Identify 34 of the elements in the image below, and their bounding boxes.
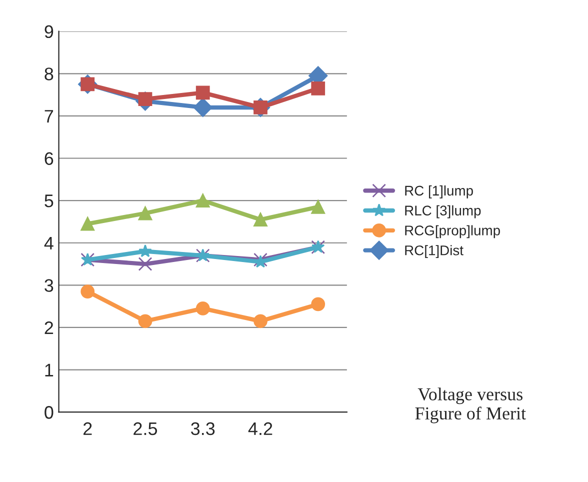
point [138,257,152,271]
point [196,302,210,316]
y-tick-label: 7 [44,110,54,122]
y-tick-label: 6 [44,152,54,165]
y-tick-label: 4 [44,236,54,250]
point [138,244,152,258]
x-tick-label: 2 [84,422,92,435]
point [193,98,212,118]
x-tick-label: 4.2 [248,422,272,435]
point [311,82,326,96]
point [80,216,95,231]
legend-label: RC[1]Dist [405,245,464,258]
point [80,284,95,298]
y-tick-label: 3 [44,279,54,292]
point [311,200,326,214]
point [311,297,326,312]
point [196,194,210,208]
legend-label: RCG[prop]lump [405,225,500,238]
x-tick-label: 2.5 [134,422,158,436]
text: Voltage versus Figure of Merit [415,388,526,424]
legend-label: RLC [3]lump [405,205,481,218]
point [138,314,152,328]
y-tick-label: 9 [44,25,54,38]
point [254,212,268,227]
point [254,314,268,328]
y-tick-label: 8 [44,68,54,80]
y-tick-label: 1 [45,364,54,376]
point [138,206,152,220]
point [196,86,210,100]
y-tick-label: 0 [44,406,54,419]
y-tick-label: 5 [44,194,54,208]
y-tick-label: 2 [44,321,54,334]
legend-label: RC [1]lump [405,185,473,198]
x-tick-label: 3.3 [191,422,215,436]
